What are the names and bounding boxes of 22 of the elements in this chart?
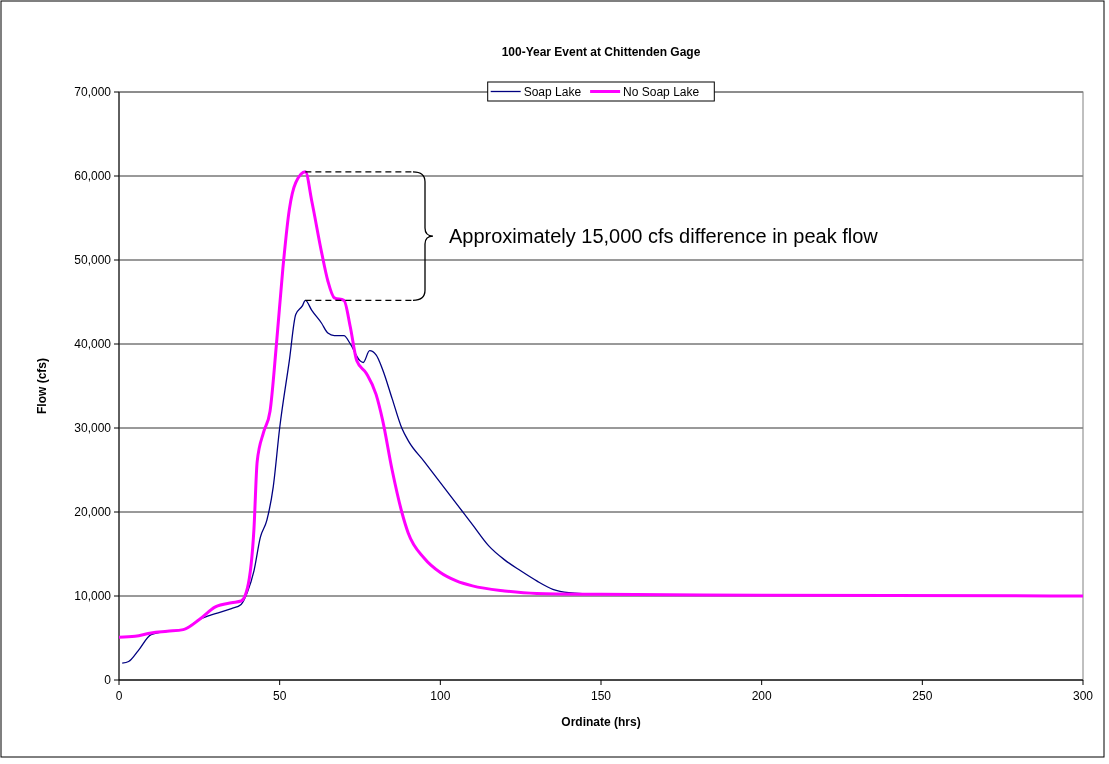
y-tick-label: 10,000	[74, 589, 112, 604]
x-tick-label: 50	[272, 689, 287, 703]
x-tick-label: 150	[590, 689, 612, 703]
x-tick-label: 200	[751, 689, 772, 703]
y-axis-title: Flow (cfs)	[35, 358, 49, 414]
chart-title: 100-Year Event at Chittenden Gage	[501, 45, 701, 59]
y-tick-label: 30,000	[74, 421, 112, 436]
x-tick-label: 100	[430, 689, 451, 703]
x-tick-label: 250	[912, 689, 933, 703]
line-series	[117, 170, 1085, 639]
x-axis-title: Ordinate (hrs)	[561, 715, 641, 729]
y-tick-label: 60,000	[74, 169, 112, 184]
y-tick-label: 20,000	[74, 505, 112, 520]
legend-label: No Soap Lake	[623, 84, 700, 99]
y-tick-label: 0	[104, 673, 112, 688]
x-tick-label: 300	[1072, 689, 1094, 703]
y-tick-label: 50,000	[74, 253, 112, 268]
annotation: Approximately 15,000 cfs difference in peak flow	[449, 225, 879, 248]
y-tick-label: 70,000	[74, 85, 112, 100]
x-tick-label: 0	[115, 689, 123, 703]
legend-label: Soap Lake	[523, 84, 582, 99]
y-tick-label: 40,000	[74, 337, 112, 352]
